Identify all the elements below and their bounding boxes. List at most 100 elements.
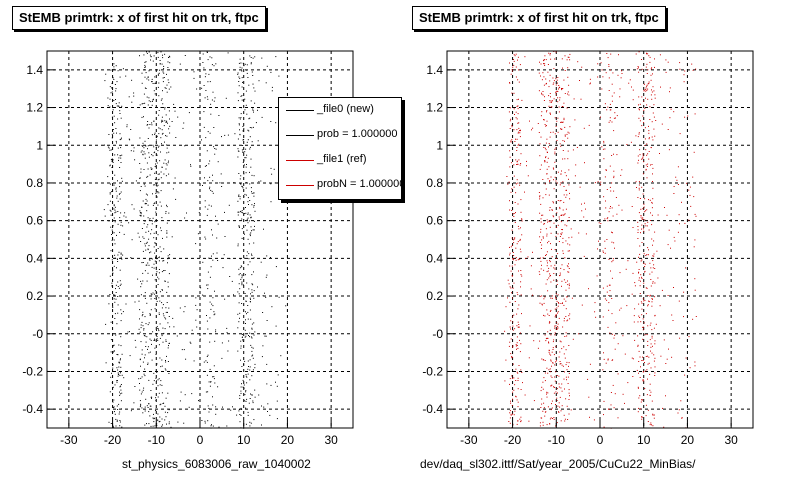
scatter-point	[544, 315, 546, 317]
scatter-point	[561, 215, 563, 216]
scatter-point	[604, 298, 606, 300]
scatter-point	[221, 342, 223, 344]
scatter-point	[241, 99, 243, 101]
scatter-point	[153, 372, 155, 374]
scatter-point	[649, 273, 651, 275]
scatter-point	[240, 107, 242, 109]
scatter-point	[511, 377, 513, 379]
scatter-point	[546, 219, 548, 221]
scatter-point	[542, 381, 544, 383]
scatter-point	[606, 239, 608, 240]
scatter-point	[545, 283, 547, 285]
scatter-point	[250, 422, 252, 424]
scatter-point	[555, 391, 557, 393]
scatter-point	[114, 318, 116, 319]
scatter-point	[167, 258, 169, 260]
scatter-point	[239, 183, 241, 184]
scatter-point	[161, 133, 163, 135]
scatter-point	[610, 270, 611, 272]
scatter-point	[140, 280, 142, 282]
scatter-point	[603, 158, 605, 160]
scatter-point	[511, 405, 513, 406]
scatter-point	[509, 150, 511, 152]
x-tick-label: 20	[281, 433, 295, 447]
scatter-point	[162, 120, 164, 122]
scatter-point	[529, 325, 531, 327]
scatter-point	[230, 409, 232, 411]
scatter-point	[543, 298, 545, 300]
scatter-point	[109, 200, 111, 202]
scatter-point	[556, 212, 558, 214]
scatter-point	[646, 73, 648, 74]
scatter-point	[148, 411, 150, 413]
scatter-point	[200, 287, 202, 289]
scatter-point	[562, 106, 564, 108]
scatter-point	[239, 421, 241, 423]
scatter-point	[198, 212, 200, 214]
scatter-point	[649, 395, 651, 396]
scatter-point	[147, 272, 149, 274]
scatter-point	[663, 339, 665, 341]
scatter-point	[600, 184, 602, 186]
scatter-point	[112, 109, 114, 111]
scatter-point	[249, 136, 251, 138]
scatter-point	[120, 372, 121, 374]
scatter-point	[679, 337, 681, 339]
legend-line-probn	[286, 185, 314, 186]
scatter-point	[637, 66, 639, 67]
scatter-point	[164, 405, 166, 407]
scatter-point	[239, 118, 241, 120]
scatter-point	[643, 90, 645, 92]
scatter-point	[221, 136, 222, 138]
scatter-point	[114, 301, 116, 303]
scatter-point	[538, 271, 540, 273]
x-tick-label: 20	[681, 433, 695, 447]
scatter-point	[571, 297, 573, 299]
scatter-point	[153, 267, 155, 269]
scatter-point	[179, 307, 181, 309]
scatter-point	[542, 197, 544, 199]
scatter-point	[567, 93, 568, 95]
scatter-point	[154, 221, 156, 223]
scatter-point	[237, 211, 239, 213]
scatter-point	[104, 144, 105, 146]
scatter-point	[679, 62, 681, 64]
scatter-point	[652, 413, 654, 415]
scatter-point	[541, 244, 543, 246]
scatter-point	[541, 303, 543, 305]
scatter-point	[513, 108, 515, 110]
scatter-point	[547, 392, 549, 394]
scatter-point	[607, 106, 609, 108]
scatter-point	[521, 275, 523, 277]
scatter-point	[546, 309, 548, 311]
scatter-point	[170, 86, 172, 88]
scatter-point	[121, 353, 123, 355]
scatter-point	[508, 111, 510, 113]
scatter-point	[218, 115, 220, 116]
scatter-point	[585, 208, 586, 210]
scatter-point	[162, 237, 163, 239]
scatter-point	[647, 363, 649, 365]
scatter-point	[559, 272, 561, 274]
scatter-point	[113, 79, 115, 80]
scatter-point	[145, 145, 147, 147]
scatter-point	[642, 156, 644, 158]
scatter-point	[510, 400, 511, 402]
scatter-point	[149, 415, 151, 417]
scatter-point	[115, 284, 117, 286]
scatter-point	[652, 267, 654, 269]
scatter-point	[563, 269, 565, 271]
scatter-point	[158, 110, 160, 111]
scatter-point	[117, 286, 119, 287]
scatter-point	[638, 361, 640, 362]
scatter-point	[142, 103, 144, 104]
scatter-point	[111, 160, 113, 162]
scatter-point	[541, 417, 543, 419]
scatter-point	[562, 229, 563, 231]
scatter-point	[541, 304, 543, 306]
scatter-point	[551, 209, 553, 211]
scatter-point	[631, 293, 633, 295]
scatter-point	[245, 274, 246, 276]
scatter-point	[113, 399, 115, 401]
scatter-point	[517, 308, 519, 310]
